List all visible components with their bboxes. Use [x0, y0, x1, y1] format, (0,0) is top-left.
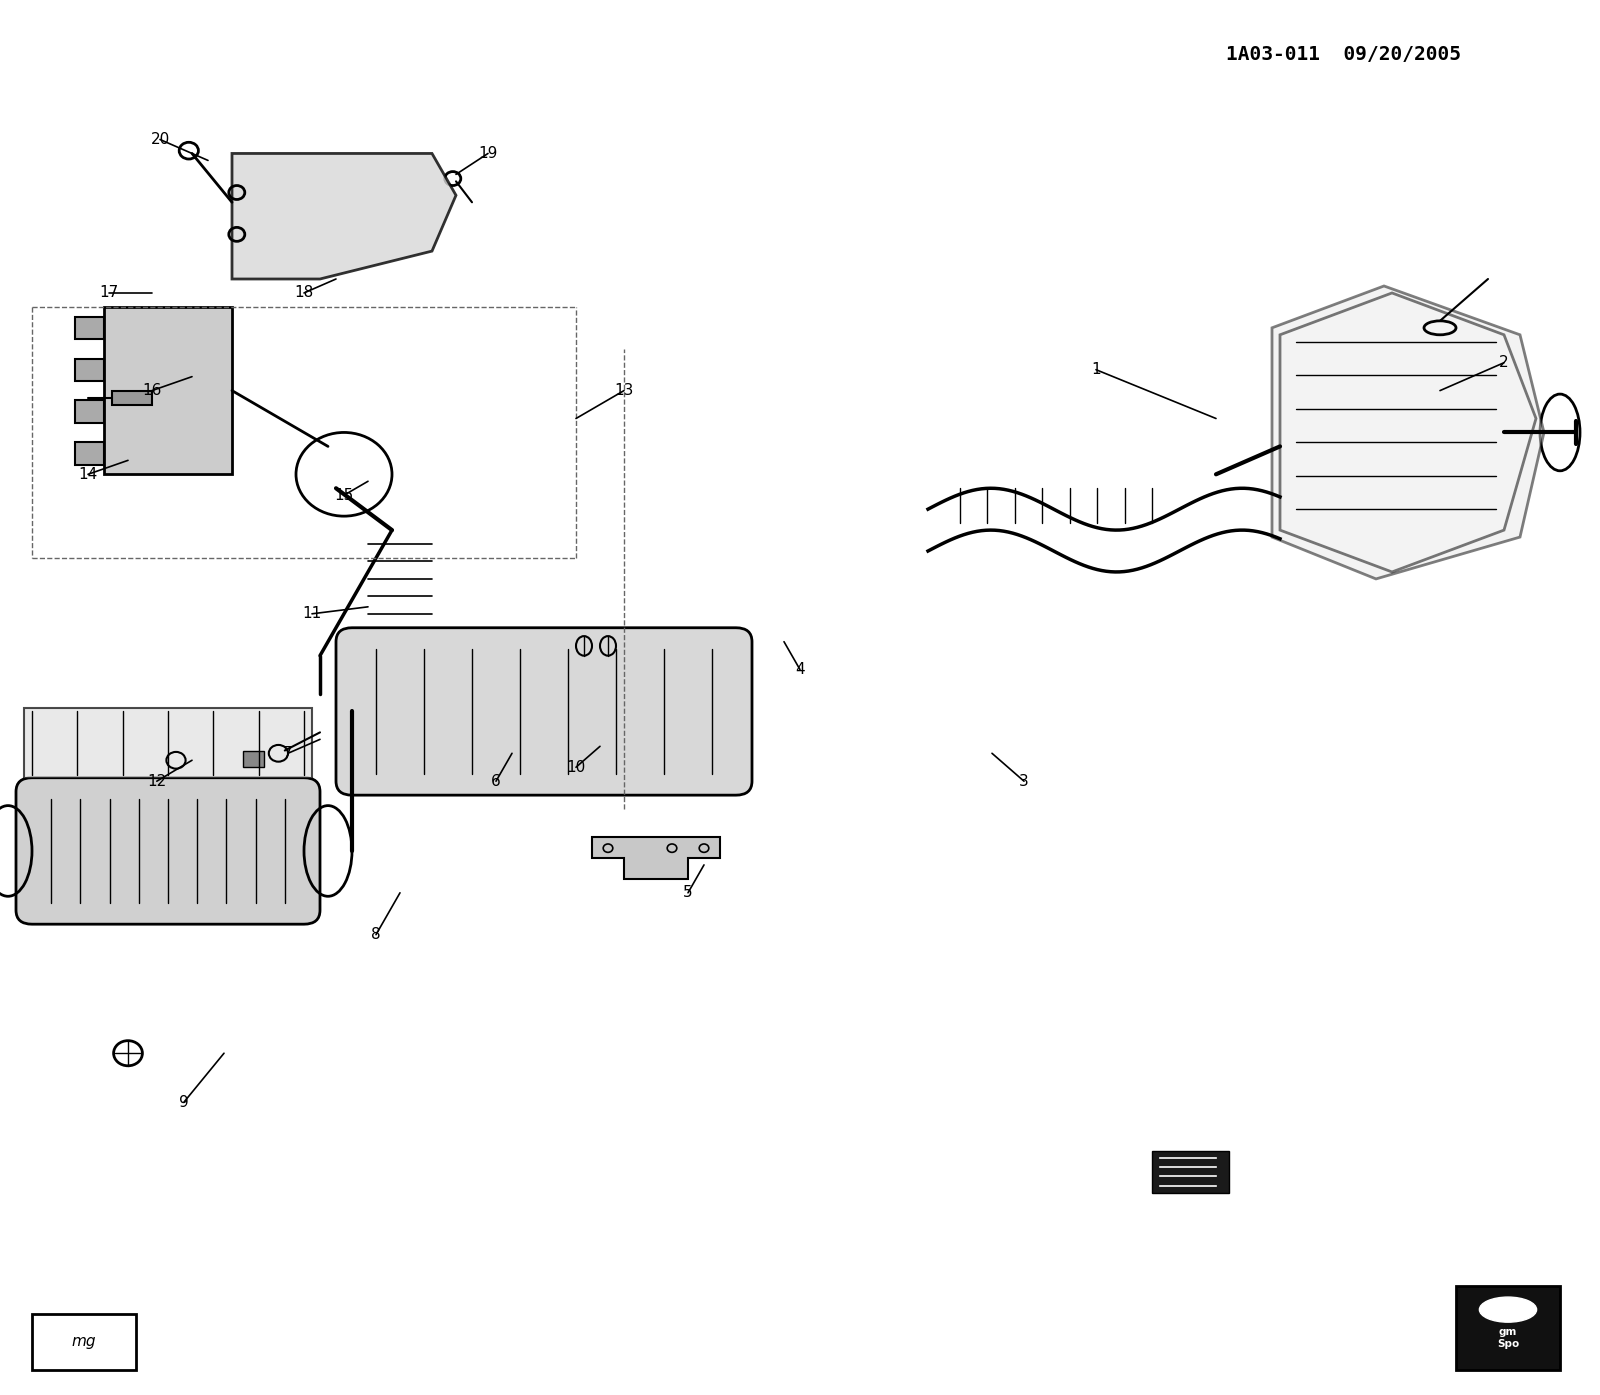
- Polygon shape: [592, 837, 720, 879]
- Text: 20: 20: [150, 133, 170, 146]
- Text: 19: 19: [478, 146, 498, 160]
- Text: 18: 18: [294, 286, 314, 300]
- FancyBboxPatch shape: [336, 628, 752, 795]
- Text: 16: 16: [142, 384, 162, 398]
- Text: 11: 11: [302, 607, 322, 621]
- Text: 8: 8: [371, 928, 381, 942]
- Text: 12: 12: [147, 774, 166, 788]
- Text: 17: 17: [99, 286, 118, 300]
- Text: 1A03-011  09/20/2005: 1A03-011 09/20/2005: [1227, 45, 1461, 64]
- Bar: [104, 307, 232, 474]
- Bar: [32, 1314, 136, 1370]
- Bar: [75, 359, 104, 381]
- Text: 15: 15: [334, 488, 354, 502]
- Text: 14: 14: [78, 467, 98, 481]
- Text: 9: 9: [179, 1095, 189, 1109]
- Text: 5: 5: [683, 886, 693, 900]
- Text: 2: 2: [1499, 356, 1509, 370]
- Text: 7: 7: [283, 746, 293, 760]
- Text: 4: 4: [795, 663, 805, 677]
- Text: mg: mg: [72, 1335, 96, 1349]
- Polygon shape: [243, 751, 264, 767]
- Text: 6: 6: [491, 774, 501, 788]
- FancyBboxPatch shape: [16, 778, 320, 923]
- Polygon shape: [112, 391, 152, 405]
- Polygon shape: [1272, 286, 1544, 579]
- Text: 13: 13: [614, 384, 634, 398]
- Text: 1: 1: [1091, 363, 1101, 377]
- Bar: [75, 400, 104, 423]
- Polygon shape: [232, 153, 456, 279]
- Bar: [75, 317, 104, 339]
- Bar: [1456, 1286, 1560, 1370]
- Ellipse shape: [1480, 1297, 1536, 1322]
- Polygon shape: [24, 709, 312, 778]
- Text: 3: 3: [1019, 774, 1029, 788]
- Text: 10: 10: [566, 760, 586, 774]
- Bar: [1152, 1151, 1229, 1193]
- Text: gm
Spo: gm Spo: [1498, 1327, 1518, 1349]
- Bar: [75, 442, 104, 465]
